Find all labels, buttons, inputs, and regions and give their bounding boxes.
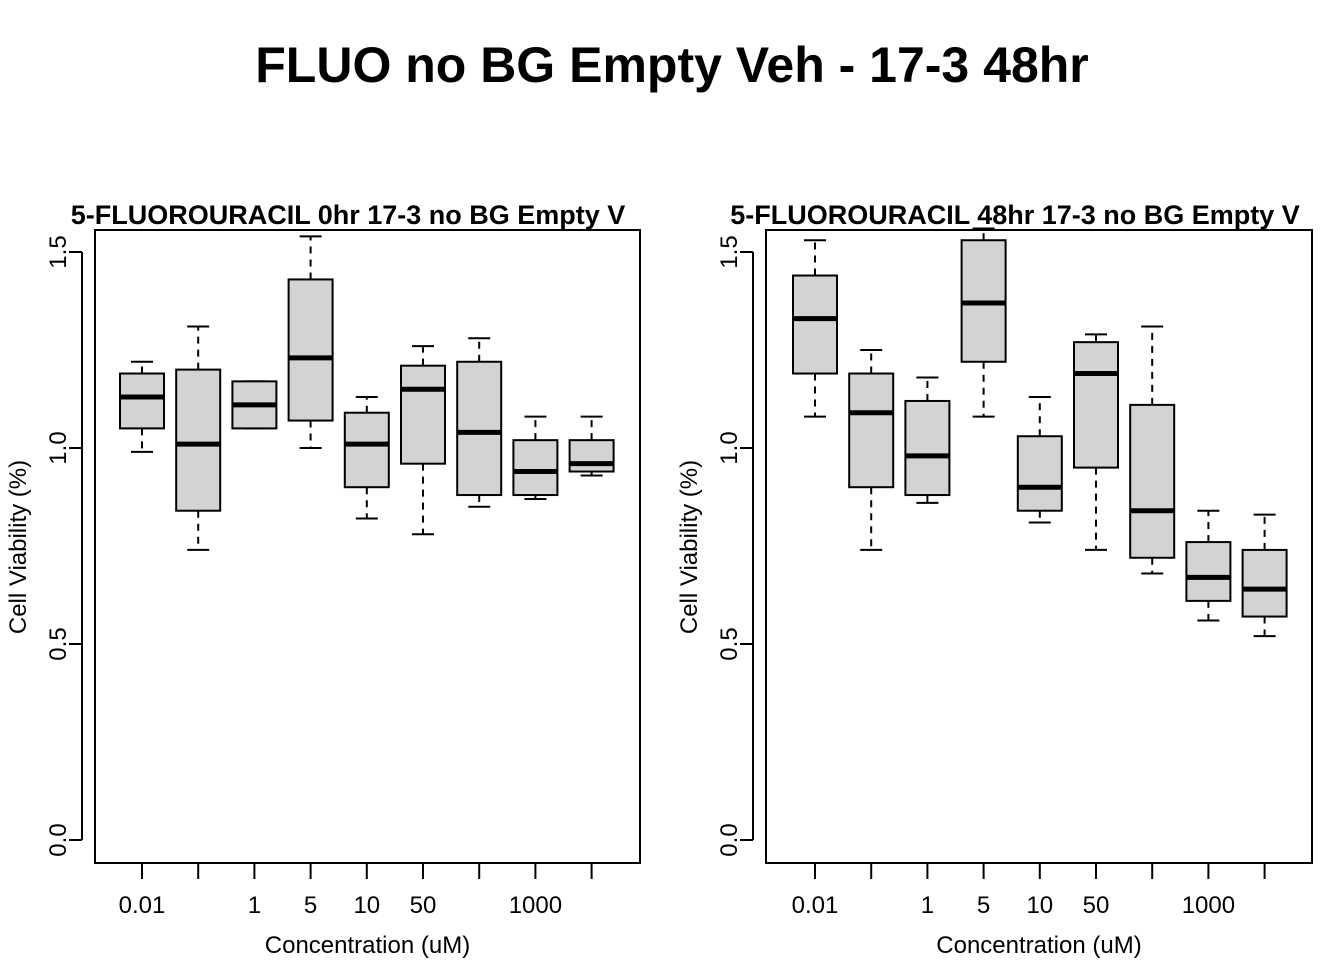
- panel2-box: [1241, 548, 1288, 618]
- panel2-y-axis-label: Cell Viability (%): [676, 460, 703, 634]
- panel2-box: [1185, 541, 1232, 602]
- panel1-box: [568, 439, 615, 473]
- panel2-x-tick-label: 50: [1083, 892, 1110, 919]
- panel1-x-tick-label: 5: [304, 892, 317, 919]
- panel1-plot-frame: [94, 229, 641, 864]
- panel2-x-axis-label: Concentration (uM): [936, 932, 1141, 959]
- panel1-box: [119, 372, 165, 430]
- panel1-box: [512, 439, 559, 497]
- panel2-x-tick-label: 0.01: [792, 892, 839, 919]
- figure-title: FLUO no BG Empty Veh - 17-3 48hr: [255, 37, 1089, 93]
- panel1-x-axis-label: Concentration (uM): [265, 932, 470, 959]
- panel2-box: [792, 274, 838, 375]
- panel2-y-tick-label: 0.5: [716, 627, 743, 660]
- panel1-box: [456, 360, 503, 497]
- panel2-title: 5-FLUOROURACIL 48hr 17-3 no BG Empty V: [730, 200, 1300, 230]
- panel2-y-tick-label: 1.0: [716, 431, 743, 464]
- panel2-y-tick-label: 1.5: [716, 235, 743, 268]
- panel1-box: [400, 364, 446, 465]
- panel2-box: [1073, 341, 1119, 469]
- panel2-box: [904, 399, 951, 497]
- panel1-y-tick-label: 0.0: [45, 823, 72, 856]
- panel1-y-tick-label: 1.0: [45, 431, 72, 464]
- panel2-x-tick-label: 1000: [1182, 892, 1235, 919]
- panel1-x-tick-label: 1: [248, 892, 261, 919]
- panel1-box: [343, 411, 390, 489]
- panel1-x-tick-label: 1000: [509, 892, 562, 919]
- panel2-x-tick-label: 5: [977, 892, 990, 919]
- panel2-x-tick-label: 10: [1026, 892, 1053, 919]
- panel2-box: [1016, 435, 1063, 512]
- panel2-box: [1129, 403, 1176, 559]
- panel1-title: 5-FLUOROURACIL 0hr 17-3 no BG Empty V: [71, 200, 626, 230]
- panel1-y-tick-label: 0.5: [45, 627, 72, 660]
- panel1-box: [287, 278, 334, 422]
- panel1-box: [175, 368, 222, 512]
- panel2-x-tick-label: 1: [921, 892, 934, 919]
- panel1-x-tick-label: 0.01: [119, 892, 166, 919]
- panel1-y-tick-label: 1.5: [45, 235, 72, 268]
- panel1-y-axis-label: Cell Viability (%): [5, 460, 32, 634]
- panel2-box: [848, 372, 895, 489]
- panel1-x-tick-label: 50: [410, 892, 437, 919]
- panel1-x-tick-label: 10: [353, 892, 380, 919]
- panel2-y-tick-label: 0.0: [716, 823, 743, 856]
